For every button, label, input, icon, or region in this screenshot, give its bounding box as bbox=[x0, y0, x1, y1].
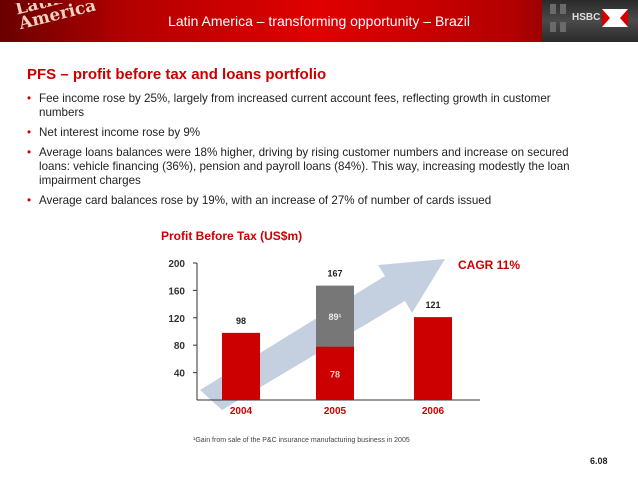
hexagon-icon bbox=[602, 9, 628, 27]
x-tick-label: 2006 bbox=[422, 406, 445, 417]
bullet-icon: • bbox=[27, 126, 32, 139]
y-tick-label: 120 bbox=[168, 314, 185, 325]
bullet-item: • Net interest income rose by 9% bbox=[27, 126, 587, 140]
bullet-item: • Average card balances rose by 19%, wit… bbox=[27, 194, 587, 208]
y-tick-label: 40 bbox=[174, 369, 186, 380]
bullet-item: • Average loans balances were 18% higher… bbox=[27, 146, 587, 188]
page-title: PFS – profit before tax and loans portfo… bbox=[27, 66, 327, 83]
gain-value-label: 89¹ bbox=[328, 312, 341, 322]
total-value-label: 98 bbox=[236, 316, 246, 326]
bullet-icon: • bbox=[27, 194, 32, 207]
total-value-label: 167 bbox=[327, 269, 342, 279]
profit-chart: 200 160 120 80 40 98 2004 89¹ 78 167 2005 121 2006 bbox=[168, 259, 480, 417]
underlying-value-label: 78 bbox=[330, 369, 340, 379]
bullet-text: Fee income rose by 25%, largely from inc… bbox=[39, 92, 551, 119]
building-sign: HSBC bbox=[572, 12, 601, 23]
y-tick-label: 200 bbox=[168, 259, 185, 270]
building-photo: HSBC bbox=[542, 0, 638, 42]
bullet-text: Net interest income rose by 9% bbox=[39, 126, 201, 139]
bullet-text: Average card balances rose by 19%, with … bbox=[39, 194, 492, 207]
footnote: ¹Gain from sale of the P&C insurance man… bbox=[193, 437, 410, 444]
header-title: Latin America – transforming opportunity… bbox=[168, 13, 470, 29]
cagr-annotation: CAGR 11% bbox=[458, 258, 521, 272]
bullet-text: Average loans balances were 18% higher, … bbox=[39, 146, 570, 187]
x-tick-label: 2004 bbox=[230, 406, 253, 417]
bar-2005 bbox=[316, 346, 354, 400]
chart-title: Profit Before Tax (US$m) bbox=[161, 229, 303, 243]
bullet-icon: • bbox=[27, 146, 32, 159]
bullet-item: • Fee income rose by 25%, largely from i… bbox=[27, 92, 587, 120]
bullet-icon: • bbox=[27, 92, 32, 105]
bar-2004 bbox=[222, 332, 260, 400]
total-value-label: 121 bbox=[425, 300, 440, 310]
header-banner bbox=[0, 0, 638, 42]
bullet-list: • Fee income rose by 25%, largely from i… bbox=[27, 92, 587, 214]
page-number: 6.08 bbox=[590, 456, 608, 466]
y-tick-label: 80 bbox=[174, 341, 186, 352]
bar-2006 bbox=[414, 317, 452, 400]
bar-gain-2005 bbox=[316, 285, 354, 347]
y-tick-label: 160 bbox=[168, 286, 185, 297]
x-tick-label: 2005 bbox=[324, 406, 347, 417]
